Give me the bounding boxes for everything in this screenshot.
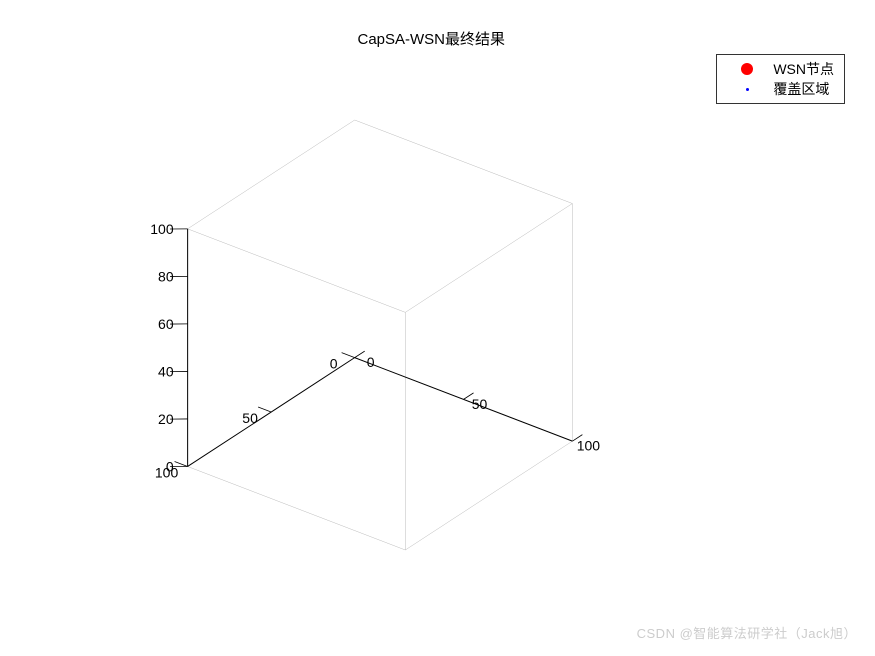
svg-text:100: 100 [150, 221, 174, 237]
svg-text:40: 40 [158, 363, 174, 379]
blue-dot-icon [727, 88, 767, 91]
red-circle-icon [727, 63, 767, 75]
svg-text:50: 50 [472, 396, 488, 412]
legend-label: WSN节点 [767, 59, 834, 79]
watermark: CSDN @智能算法研学社（Jack旭） [637, 623, 857, 642]
legend: WSN节点 覆盖区域 [716, 54, 845, 104]
svg-text:100: 100 [577, 438, 601, 454]
svg-text:20: 20 [158, 411, 174, 427]
scatter3d-plot: 050100050100020406080100 [40, 60, 690, 620]
svg-text:0: 0 [367, 354, 375, 370]
svg-text:80: 80 [158, 268, 174, 284]
svg-text:0: 0 [330, 356, 338, 372]
svg-text:50: 50 [242, 410, 258, 426]
svg-text:0: 0 [166, 458, 174, 474]
chart-title: CapSA-WSN最终结果 [358, 28, 506, 49]
legend-item-nodes: WSN节点 [727, 59, 834, 79]
svg-text:60: 60 [158, 316, 174, 332]
legend-item-coverage: 覆盖区域 [727, 79, 834, 99]
legend-label: 覆盖区域 [767, 79, 829, 99]
